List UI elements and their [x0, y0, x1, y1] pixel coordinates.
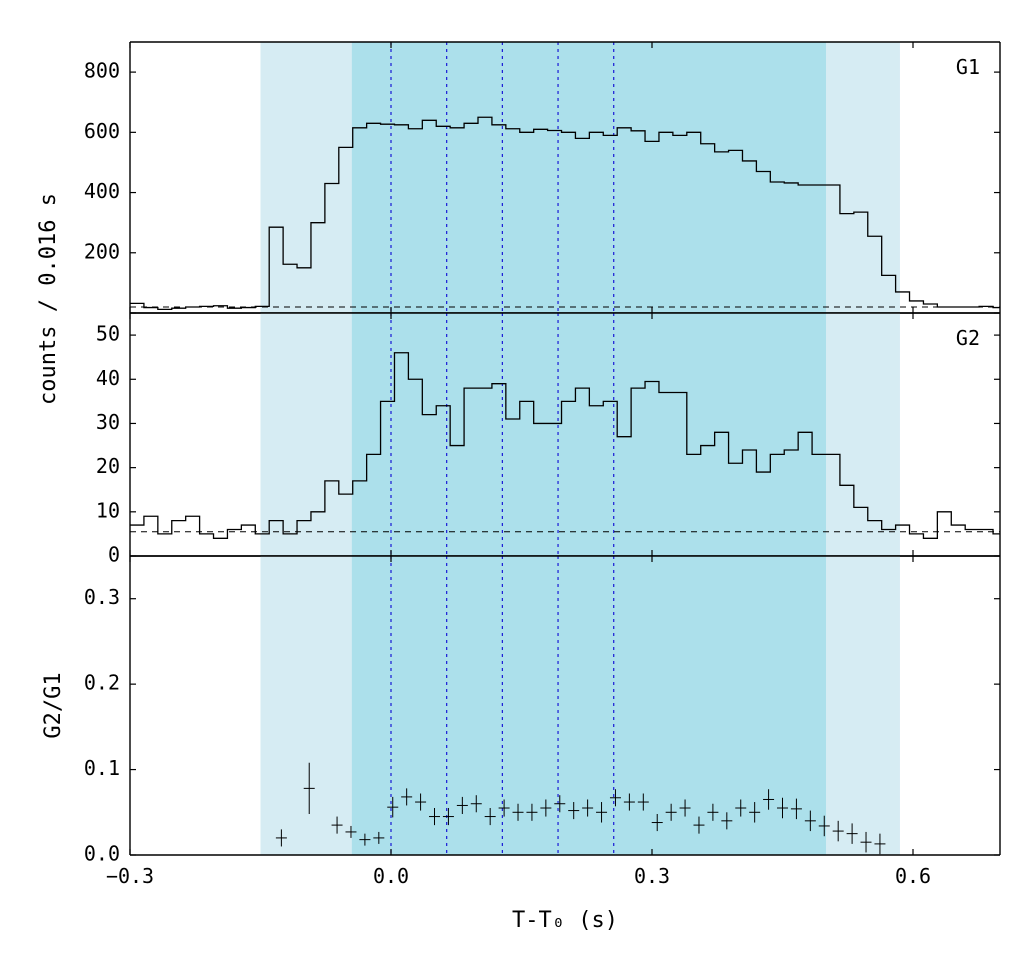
xtick-label: 0.3 [634, 864, 670, 888]
yaxis-label-counts: counts / 0.016 s [36, 193, 61, 405]
ytick-label: 40 [96, 366, 120, 390]
panel-1: 0 10 20 30 40 50 G2 [96, 313, 1007, 567]
ytick-label: 0.3 [84, 585, 120, 609]
ytick-label: 0.1 [84, 756, 120, 780]
panel-0: 200 400 600 800 G1 [84, 42, 1007, 313]
xaxis-label: T-T₀ (s) [512, 908, 618, 933]
ytick-label: 10 [96, 498, 120, 522]
xtick-label: 0.0 [373, 864, 409, 888]
yaxis-label-ratio: G2/G1 [41, 672, 66, 738]
xtick-label: −0.3 [106, 864, 154, 888]
ytick-label: 600 [84, 119, 120, 143]
ytick-label: 20 [96, 454, 120, 478]
ytick-label: 800 [84, 59, 120, 83]
chart-svg: 200 400 600 800 G1 0 10 20 30 40 50 G2 0.0 0.1 0.2 0.3 −… [0, 0, 1034, 965]
xtick-label: 0.6 [895, 864, 931, 888]
t50-region [352, 313, 826, 556]
ytick-label: 50 [96, 322, 120, 346]
ytick-label: 0.2 [84, 671, 120, 695]
panel-2: 0.0 0.1 0.2 0.3 [84, 556, 1000, 866]
ytick-label: 30 [96, 410, 120, 434]
ytick-label: 0.0 [84, 842, 120, 866]
ytick-label: 0 [108, 543, 120, 567]
ytick-label: 400 [84, 179, 120, 203]
t50-region [352, 42, 826, 313]
panel-label: G1 [956, 55, 980, 79]
panel-label: G2 [956, 326, 980, 350]
chart-figure: 200 400 600 800 G1 0 10 20 30 40 50 G2 0.0 0.1 0.2 0.3 −… [0, 0, 1034, 965]
ytick-label: 200 [84, 239, 120, 263]
